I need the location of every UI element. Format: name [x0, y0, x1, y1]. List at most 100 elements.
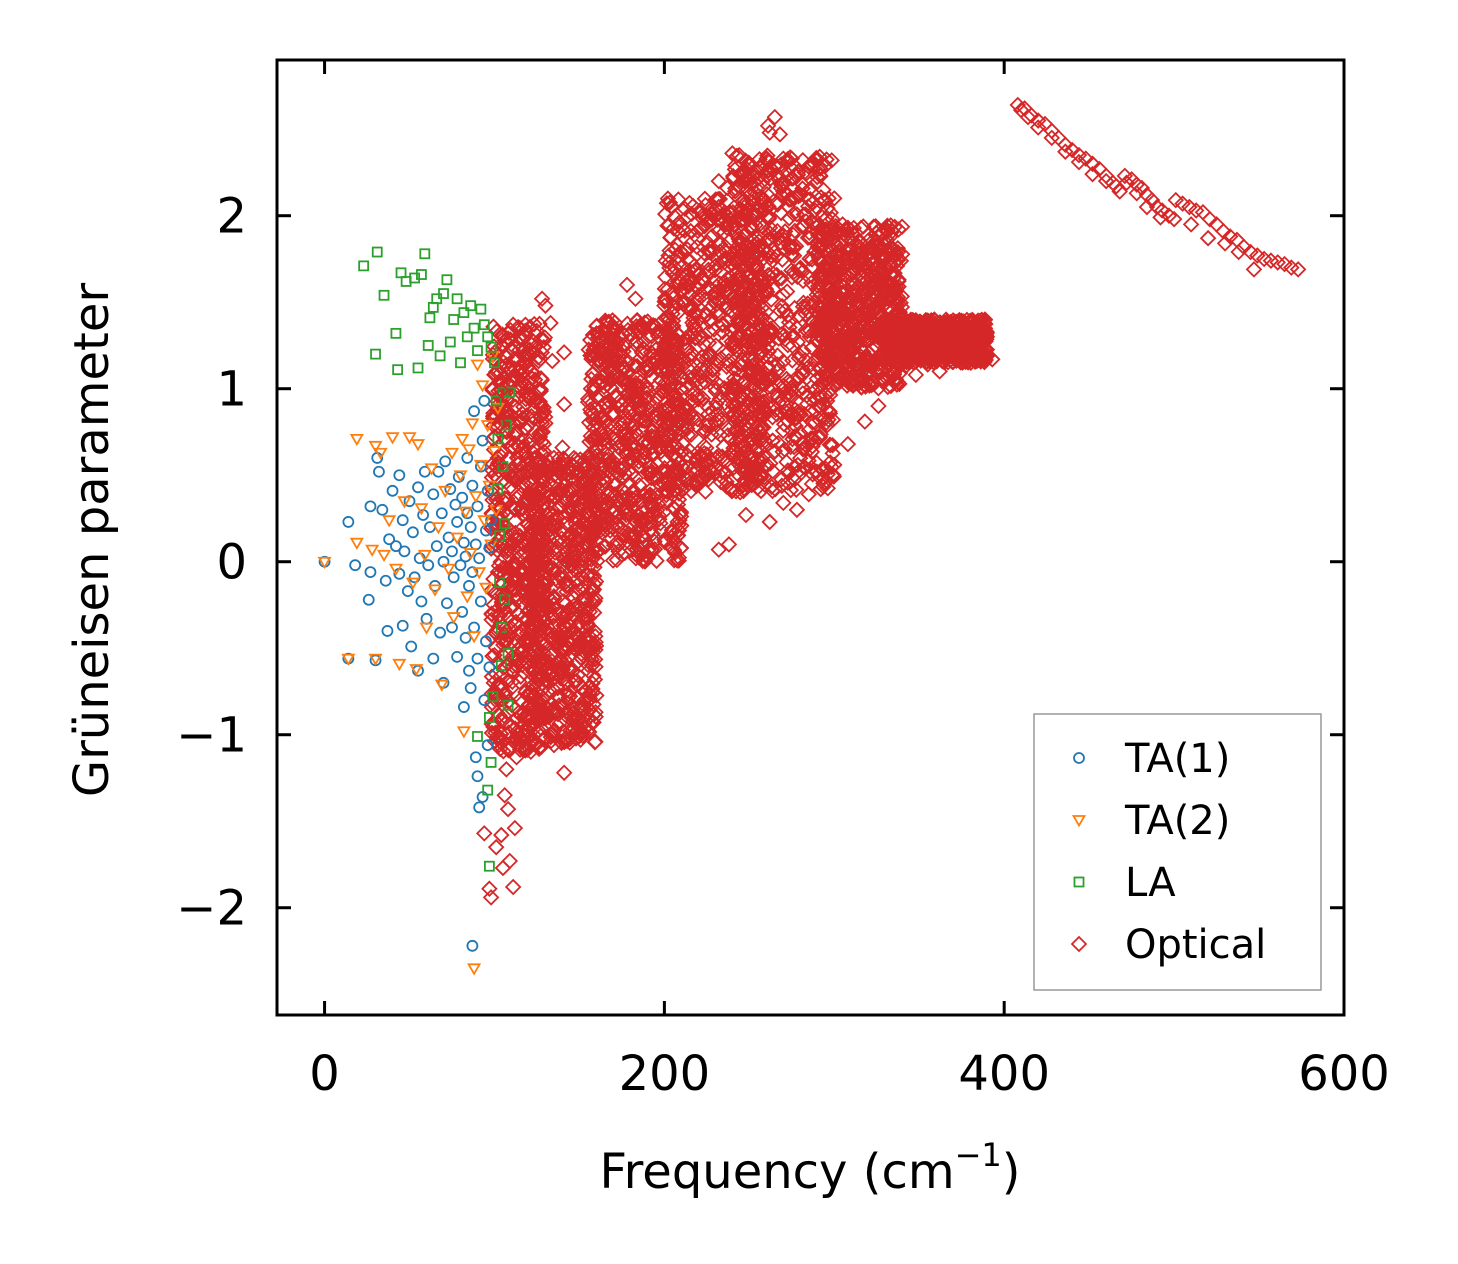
optical-band-point — [490, 730, 507, 747]
optical-band-point — [585, 604, 603, 621]
optical-band-point — [528, 555, 546, 573]
optical-band-point — [687, 261, 705, 278]
optical-band-point — [707, 200, 724, 217]
optical-band-point — [513, 500, 530, 517]
optical-band-point — [581, 464, 598, 482]
optical-band-point — [678, 470, 695, 487]
data-point — [1269, 254, 1287, 271]
optical-band-point — [588, 318, 605, 335]
optical-band-point — [729, 218, 747, 236]
optical-band-point — [554, 482, 571, 499]
optical-band-point — [522, 503, 539, 521]
optical-band-point — [745, 356, 762, 374]
data-point — [788, 501, 806, 519]
data-point — [396, 619, 409, 632]
optical-band-point — [625, 418, 642, 435]
optical-band-point — [804, 214, 821, 232]
optical-band-point — [608, 435, 626, 452]
optical-band-point — [627, 526, 644, 544]
optical-band-point — [657, 349, 674, 366]
optical-band-point — [683, 391, 700, 409]
data-point — [395, 267, 407, 279]
optical-band-point — [577, 607, 594, 625]
optical-band-point — [541, 538, 559, 555]
optical-band-point — [824, 436, 841, 454]
optical-band-point — [721, 283, 738, 301]
optical-band-point — [585, 696, 602, 713]
optical-band-point — [659, 190, 677, 207]
optical-band-point — [758, 404, 776, 422]
data-point — [378, 289, 390, 301]
optical-band-point — [546, 460, 563, 477]
optical-band-point — [740, 285, 758, 303]
data-point — [476, 825, 493, 842]
optical-band-point — [706, 379, 723, 396]
optical-band-point — [593, 475, 611, 493]
optical-band-point — [504, 658, 522, 675]
optical-band-point — [525, 716, 543, 733]
optical-band-point — [723, 254, 740, 272]
optical-band-point — [564, 606, 581, 623]
optical-band-point — [525, 600, 542, 617]
optical-band-point — [658, 494, 676, 512]
optical-band-point — [648, 390, 666, 408]
optical-band-point — [767, 480, 784, 498]
data-point — [419, 248, 431, 260]
optical-band-point — [506, 512, 524, 530]
data-point — [379, 574, 392, 587]
optical-band-point — [714, 315, 731, 332]
data-point — [381, 625, 394, 637]
optical-band-point — [727, 413, 744, 431]
data-point — [870, 397, 887, 415]
optical-band-point — [727, 382, 745, 399]
optical-band-point — [611, 460, 629, 477]
optical-band-point — [583, 530, 601, 547]
data-point — [1245, 261, 1263, 278]
optical-band-point — [798, 437, 816, 455]
optical-band-point — [556, 494, 573, 512]
data-point — [412, 481, 424, 494]
optical-band-point — [659, 441, 676, 459]
optical-band-point — [769, 356, 786, 373]
optical-band-point — [535, 399, 552, 416]
optical-band-point — [666, 417, 684, 435]
optical-band-point — [808, 149, 825, 167]
optical-band-point — [492, 630, 510, 648]
optical-band-point — [543, 631, 560, 649]
optical-band-point — [681, 347, 699, 364]
optical-band-point — [760, 358, 777, 376]
data-point — [627, 290, 644, 308]
optical-band-point — [668, 236, 686, 253]
optical-band-point — [812, 160, 829, 177]
optical-band-point — [670, 522, 688, 539]
optical-band-point — [629, 393, 647, 410]
data-point — [618, 276, 636, 294]
optical-band-point — [527, 591, 545, 608]
optical-band-point — [773, 177, 791, 194]
optical-band-point — [878, 280, 895, 297]
optical-band-point — [736, 480, 753, 497]
optical-band-point — [525, 698, 542, 715]
optical-band-point — [562, 708, 580, 726]
optical-band-point — [729, 177, 747, 195]
data-point — [455, 433, 470, 447]
optical-band-point — [727, 441, 744, 459]
optical-band-point — [620, 385, 638, 402]
optical-band-point — [756, 469, 773, 486]
optical-band-point — [586, 651, 604, 668]
optical-band-point — [672, 505, 689, 522]
optical-band-point — [809, 160, 827, 178]
optical-band-point — [662, 476, 679, 493]
optical-band-point — [592, 456, 610, 473]
optical-band-point — [787, 481, 805, 499]
optical-band-point — [646, 533, 663, 550]
optical-band-point — [730, 312, 748, 329]
optical-band-point — [867, 274, 885, 292]
data-point — [455, 357, 466, 369]
data-point — [1289, 261, 1307, 278]
optical-band-point — [554, 661, 572, 678]
optical-band-point — [526, 523, 543, 541]
optical-band-point — [677, 408, 695, 426]
optical-band-point — [560, 506, 577, 524]
optical-band-point — [578, 638, 596, 656]
